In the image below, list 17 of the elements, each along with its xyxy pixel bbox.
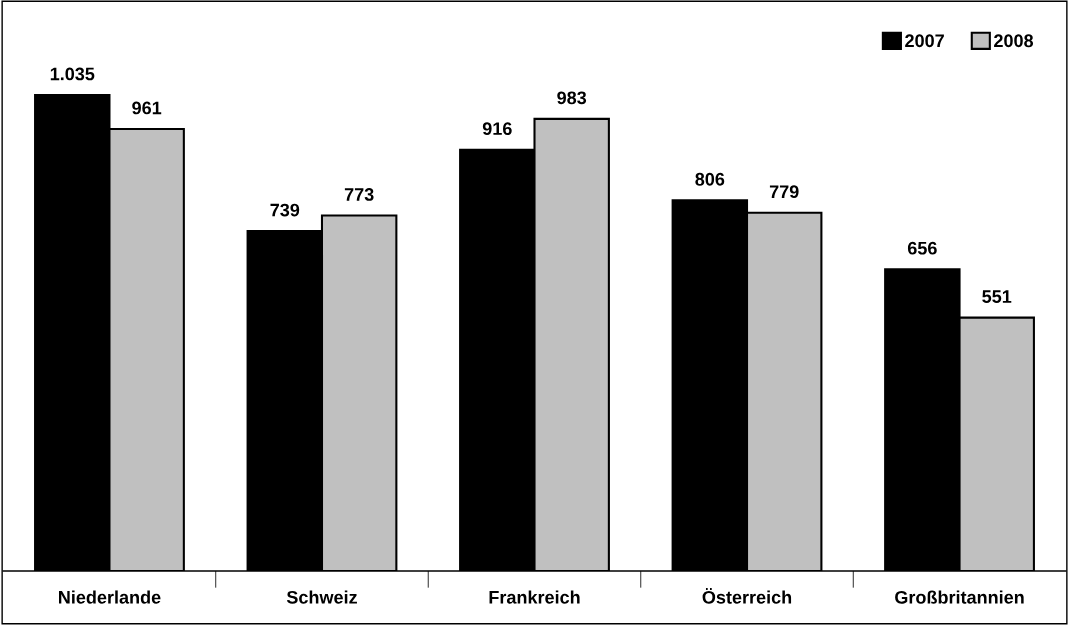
data-label: 773	[344, 188, 374, 201]
data-label: 551	[982, 290, 1012, 303]
data-label: 779	[769, 185, 799, 199]
data-label: 961	[132, 101, 162, 115]
x-tick-label: Österreich	[702, 588, 792, 604]
x-tick-label: Niederlande	[59, 590, 161, 604]
data-label: 916	[482, 122, 512, 136]
legend-label: 2008	[994, 34, 1034, 48]
data-label: 806	[695, 172, 725, 186]
data-label: 1.035	[50, 67, 95, 81]
x-tick-label: Großbritannien	[895, 590, 1024, 604]
x-tick-label: Schweiz	[286, 590, 357, 604]
data-label: 983	[557, 91, 587, 105]
data-label: 656	[907, 241, 937, 255]
x-tick-label: Frankreich	[489, 590, 580, 604]
legend-label: 2007	[905, 34, 944, 48]
data-label: 739	[270, 203, 300, 217]
